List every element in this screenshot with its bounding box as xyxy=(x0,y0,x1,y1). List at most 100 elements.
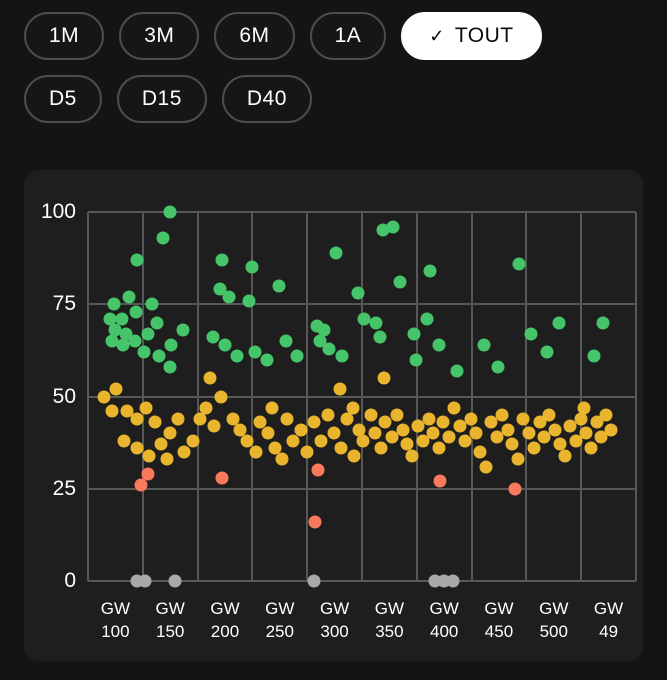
gridline-vertical xyxy=(415,212,418,581)
scatter-dot xyxy=(574,412,588,426)
scatter-dot xyxy=(393,275,407,289)
scatter-dot xyxy=(130,412,144,426)
scatter-dot xyxy=(369,316,383,330)
scatter-dot xyxy=(203,371,217,385)
scatter-dot xyxy=(226,412,240,426)
scatter-dot xyxy=(130,253,144,267)
scatter-dot xyxy=(400,437,414,451)
gridline-vertical xyxy=(196,212,199,581)
scatter-dot xyxy=(242,294,256,308)
scatter-dot xyxy=(116,338,130,352)
scatter-dot xyxy=(386,220,400,234)
scatter-dot xyxy=(105,404,119,418)
scatter-dot xyxy=(522,426,536,440)
scatter-dot xyxy=(390,408,404,422)
x-tick-label: GW 450 xyxy=(484,599,514,641)
scatter-dot xyxy=(374,441,388,455)
scatter-dot xyxy=(105,334,119,348)
scatter-dot xyxy=(511,452,525,466)
scatter-dot xyxy=(594,430,608,444)
scatter-dot xyxy=(103,312,117,326)
scatter-dot xyxy=(423,264,437,278)
scatter-dot xyxy=(378,415,392,429)
scatter-dot xyxy=(213,282,227,296)
scatter-dot xyxy=(139,401,153,415)
scatter-dot xyxy=(579,426,593,440)
scatter-dot xyxy=(409,353,423,367)
y-tick-label: 75 xyxy=(52,292,76,316)
scatter-dot xyxy=(176,323,190,337)
scatter-dot xyxy=(186,434,200,448)
scatter-dot xyxy=(364,408,378,422)
filter-button-3m[interactable]: 3M xyxy=(119,12,200,60)
chart-card: 100 75 50 25 0 GW 100 GW 150 GW 200 GW 250 GW 300 GW 35… xyxy=(24,170,643,661)
scatter-dot xyxy=(164,338,178,352)
filter-button-tout[interactable]: ✓ TOUT xyxy=(401,12,542,60)
scatter-dot xyxy=(290,349,304,363)
scatter-dot xyxy=(473,445,487,459)
scatter-dot xyxy=(233,423,247,437)
scatter-dot xyxy=(311,463,325,477)
scatter-dot xyxy=(368,426,382,440)
y-tick-label: 50 xyxy=(52,384,76,408)
filter-button-6m[interactable]: 6M xyxy=(214,12,295,60)
x-tick-label: GW 300 xyxy=(319,599,350,641)
scatter-dot xyxy=(128,334,142,348)
gridline-vertical xyxy=(525,212,528,581)
scatter-dot xyxy=(558,449,572,463)
scatter-dot xyxy=(407,327,420,341)
scatter-dot xyxy=(207,419,221,433)
scatter-dot xyxy=(458,434,472,448)
filter-button-tout-label: TOUT xyxy=(454,24,514,47)
scatter-dot xyxy=(537,430,551,444)
scatter-dot xyxy=(248,345,262,359)
scatter-dot xyxy=(134,478,148,492)
scatter-dot xyxy=(479,460,493,474)
scatter-dot xyxy=(376,223,390,237)
gridline-horizontal xyxy=(88,580,636,582)
scatter-dot xyxy=(490,430,504,444)
scatter-dot xyxy=(553,437,567,451)
gridline-vertical xyxy=(635,212,637,581)
filter-button-d5[interactable]: D5 xyxy=(24,75,102,123)
filter-button-1a[interactable]: 1A xyxy=(309,12,387,60)
scatter-dot xyxy=(249,445,263,459)
scatter-dot xyxy=(590,415,604,429)
scatter-dot xyxy=(115,312,129,326)
scatter-dot xyxy=(199,401,213,415)
scatter-dot xyxy=(130,441,144,455)
scatter-dot xyxy=(317,323,331,337)
scatter-dot xyxy=(563,419,577,433)
scatter-dot xyxy=(321,408,335,422)
scatter-dot xyxy=(168,574,182,588)
scatter-dot xyxy=(156,231,170,245)
scatter-dot xyxy=(516,412,530,426)
scatter-dot xyxy=(280,412,294,426)
scatter-dot xyxy=(347,449,361,463)
scatter-dot xyxy=(453,419,467,433)
filter-button-d15[interactable]: D15 xyxy=(116,75,207,123)
scatter-dot xyxy=(322,342,336,356)
scatter-dot xyxy=(279,334,293,348)
scatter-dot xyxy=(137,345,151,359)
scatter-dot xyxy=(335,349,349,363)
scatter-dot xyxy=(141,327,155,341)
scatter-dot xyxy=(432,338,446,352)
scatter-dot xyxy=(450,364,464,378)
scatter-dot xyxy=(148,415,162,429)
scatter-dot xyxy=(218,338,232,352)
x-tick-label: GW 200 xyxy=(210,599,240,641)
gridline-vertical xyxy=(141,212,144,581)
scatter-dot xyxy=(524,327,538,341)
filter-button-1m[interactable]: 1M xyxy=(24,12,105,60)
scatter-dot xyxy=(604,423,618,437)
scatter-dot xyxy=(469,426,483,440)
scatter-dot xyxy=(346,401,360,415)
scatter-dot xyxy=(340,412,354,426)
scatter-dot xyxy=(484,415,498,429)
scatter-dot xyxy=(307,574,321,588)
scatter-dot xyxy=(542,408,556,422)
filter-button-d40[interactable]: D40 xyxy=(221,75,312,123)
scatter-dot xyxy=(253,415,267,429)
scatter-dot xyxy=(163,360,177,374)
